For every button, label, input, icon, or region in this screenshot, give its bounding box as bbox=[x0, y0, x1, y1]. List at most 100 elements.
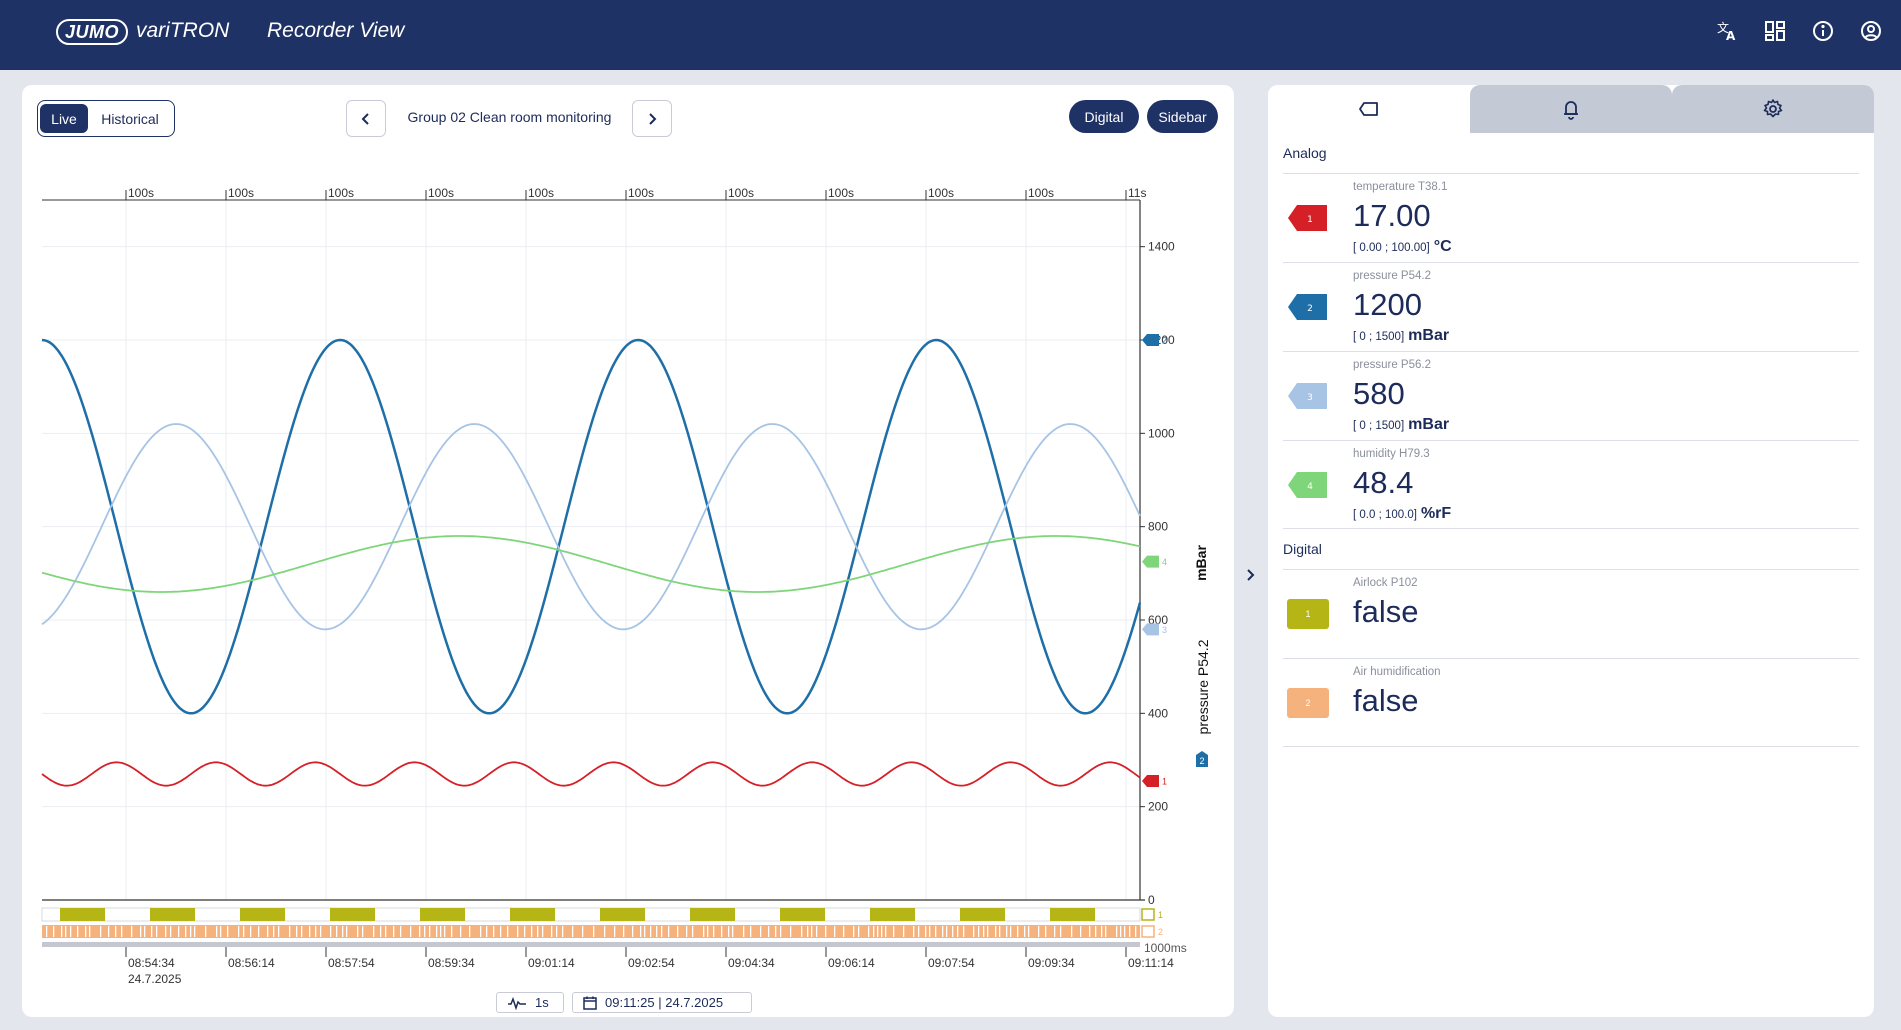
digital-gap-2 bbox=[957, 926, 959, 937]
collapse-sidebar-button[interactable] bbox=[1243, 565, 1259, 585]
digital-block-1 bbox=[780, 908, 825, 921]
digital-gap-2 bbox=[315, 926, 317, 937]
digital-gap-2 bbox=[1038, 926, 1040, 937]
digital-gap-2 bbox=[987, 926, 989, 937]
sidebar-button[interactable]: Sidebar bbox=[1147, 100, 1218, 133]
digital-gap-2 bbox=[692, 926, 694, 937]
digital-gap-2 bbox=[640, 926, 642, 937]
digital-gap-2 bbox=[1135, 926, 1137, 937]
channel-tag-icon: 4 bbox=[1287, 470, 1329, 500]
digital-gap-2 bbox=[1054, 926, 1056, 937]
analog-channel-row[interactable]: 3 pressure P56.2 580 [ 0 ; 1500] mBar bbox=[1283, 351, 1859, 440]
digital-gap-2 bbox=[903, 926, 905, 937]
digital-gap-2 bbox=[429, 926, 431, 937]
logo-product: variTRON bbox=[136, 19, 230, 42]
digital-gap-2 bbox=[77, 926, 79, 937]
analog-channel-list: 1 temperature T38.1 17.00 [ 0.00 ; 100.0… bbox=[1283, 173, 1859, 529]
digital-gap-2 bbox=[707, 926, 709, 937]
digital-gap-2 bbox=[400, 926, 402, 937]
logo-brand: JUMO bbox=[64, 21, 119, 42]
historical-button[interactable]: Historical bbox=[101, 110, 159, 127]
x-tick-label: 08:57:54 bbox=[328, 956, 375, 970]
digital-gap-2 bbox=[493, 926, 495, 937]
digital-gap-2 bbox=[885, 926, 887, 937]
series-marker-label: 1 bbox=[1162, 777, 1167, 787]
series-marker-4 bbox=[1142, 555, 1159, 568]
series-line-3 bbox=[41, 423, 1141, 631]
bell-icon bbox=[1564, 101, 1578, 120]
digital-gap-2 bbox=[1129, 926, 1131, 937]
digital-block-1 bbox=[690, 908, 735, 921]
tab-channels[interactable] bbox=[1268, 85, 1470, 133]
range-text: [ 0.00 ; 100.00] bbox=[1353, 242, 1430, 254]
digital-marker-1 bbox=[1141, 908, 1155, 921]
channel-name: pressure P56.2 bbox=[1353, 359, 1431, 371]
digital-gap-2 bbox=[1101, 926, 1103, 937]
digital-channel-row[interactable]: 2 Air humidification false bbox=[1283, 658, 1859, 747]
digital-gap-2 bbox=[562, 926, 564, 937]
pulse-icon bbox=[508, 996, 526, 1010]
digital-gap-2 bbox=[656, 926, 658, 937]
previous-group-button[interactable] bbox=[346, 100, 386, 137]
y-tick-label: 200 bbox=[1148, 800, 1168, 814]
digital-gap-2 bbox=[1060, 926, 1062, 937]
digital-gap-2 bbox=[572, 926, 574, 937]
digital-gap-2 bbox=[89, 926, 91, 937]
digital-gap-2 bbox=[1095, 926, 1097, 937]
digital-gap-2 bbox=[267, 926, 269, 937]
next-group-button[interactable] bbox=[632, 100, 672, 137]
digital-gap-2 bbox=[703, 926, 705, 937]
digital-gap-2 bbox=[85, 926, 87, 937]
y-axis-channel-label: 2 bbox=[1199, 756, 1204, 766]
digital-gap-2 bbox=[877, 926, 879, 937]
analog-channel-row[interactable]: 4 humidity H79.3 48.4 [ 0.0 ; 100.0] %rF bbox=[1283, 440, 1859, 529]
dashboard-icon[interactable] bbox=[1763, 19, 1787, 43]
page-title: Recorder View bbox=[267, 19, 405, 42]
unit-text: mBar bbox=[1408, 416, 1450, 433]
digital-gap-2 bbox=[551, 926, 553, 937]
series-marker-1 bbox=[1142, 775, 1159, 787]
digital-gap-2 bbox=[1010, 926, 1012, 937]
gear-icon bbox=[1763, 99, 1783, 118]
digital-gap-2 bbox=[144, 926, 146, 937]
digital-gap-2 bbox=[440, 926, 442, 937]
digital-gap-2 bbox=[537, 926, 539, 937]
digital-gap-2 bbox=[419, 926, 421, 937]
channel-value: 580 bbox=[1353, 376, 1405, 411]
digital-gap-2 bbox=[1105, 926, 1107, 937]
digital-gap-2 bbox=[436, 926, 438, 937]
digital-gap-2 bbox=[524, 926, 526, 937]
digital-block-1 bbox=[870, 908, 915, 921]
digital-gap-2 bbox=[816, 926, 818, 937]
tab-settings[interactable] bbox=[1672, 85, 1874, 133]
x-tick-label: 08:59:34 bbox=[428, 956, 475, 970]
timestamp-chip[interactable]: 09:11:25 | 24.7.2025 bbox=[572, 992, 752, 1013]
digital-gap-2 bbox=[70, 926, 72, 937]
tab-alarms[interactable] bbox=[1470, 85, 1672, 133]
tag-icon bbox=[1359, 102, 1378, 116]
digital-gap-2 bbox=[115, 926, 117, 937]
x-tick-label: 09:09:34 bbox=[1028, 956, 1075, 970]
digital-gap-2 bbox=[614, 926, 616, 937]
series-marker-label: 3 bbox=[1162, 625, 1167, 635]
top-interval-label: 100s bbox=[1028, 186, 1054, 200]
digital-marker-label: 2 bbox=[1158, 927, 1163, 937]
analog-channel-row[interactable]: 1 temperature T38.1 17.00 [ 0.00 ; 100.0… bbox=[1283, 173, 1859, 262]
digital-gap-2 bbox=[834, 926, 836, 937]
svg-text:A: A bbox=[1726, 29, 1736, 43]
digital-gap-2 bbox=[623, 926, 625, 937]
interval-chip[interactable]: 1s bbox=[496, 992, 564, 1013]
digital-gap-2 bbox=[843, 926, 845, 937]
digital-button[interactable]: Digital bbox=[1069, 100, 1139, 133]
x-tick-label: 09:02:54 bbox=[628, 956, 675, 970]
account-icon[interactable] bbox=[1859, 19, 1883, 43]
info-icon[interactable] bbox=[1811, 19, 1835, 43]
analog-channel-row[interactable]: 2 pressure P54.2 1200 [ 0 ; 1500] mBar bbox=[1283, 262, 1859, 351]
digital-gap-2 bbox=[1116, 926, 1118, 937]
digital-channel-row[interactable]: 1 Airlock P102 false bbox=[1283, 569, 1859, 658]
y-axis-name: pressure P54.2 bbox=[1195, 639, 1211, 734]
digital-gap-2 bbox=[935, 926, 937, 937]
live-button[interactable]: Live bbox=[40, 104, 88, 133]
